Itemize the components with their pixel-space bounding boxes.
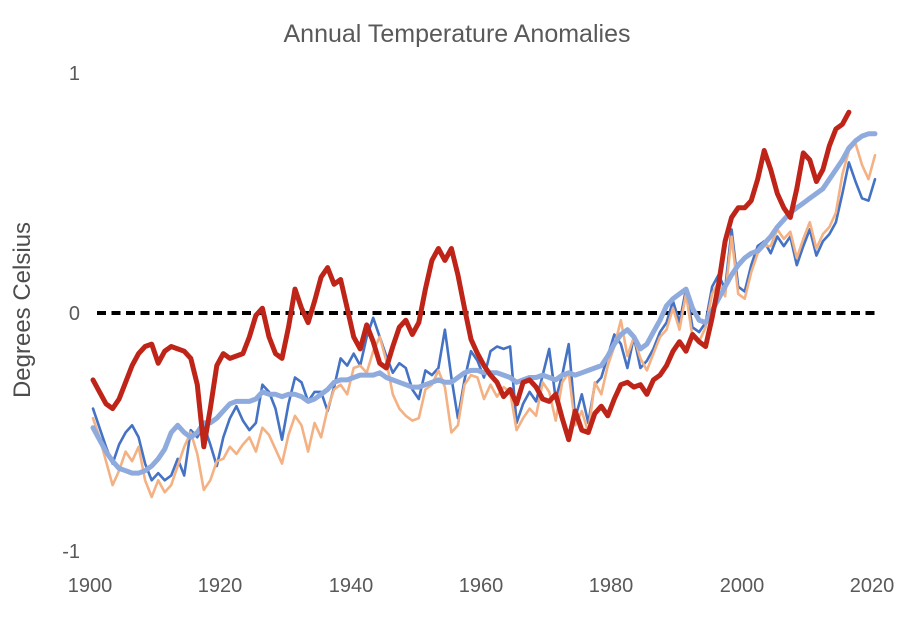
x-tick-1980: 1980 [589, 575, 634, 597]
series-red-annual [90, 109, 852, 450]
y-tick-0: 0 [69, 303, 80, 325]
series-lines [90, 109, 878, 499]
x-tick-1920: 1920 [198, 575, 243, 597]
series-blue-annual [91, 161, 877, 482]
y-axis-title: Degrees Celsius [9, 222, 36, 398]
x-tick-1900: 1900 [68, 575, 113, 597]
x-tick-1940: 1940 [329, 575, 374, 597]
series-lightblue-smoothed [90, 131, 878, 476]
series-orange-annual [91, 142, 877, 499]
x-tick-2020: 2020 [850, 575, 895, 597]
x-tick-1960: 1960 [459, 575, 504, 597]
x-tick-2000: 2000 [720, 575, 765, 597]
chart-title: Annual Temperature Anomalies [284, 20, 631, 48]
y-tick-1: 1 [69, 63, 80, 85]
y-tick-neg1: -1 [62, 541, 80, 563]
